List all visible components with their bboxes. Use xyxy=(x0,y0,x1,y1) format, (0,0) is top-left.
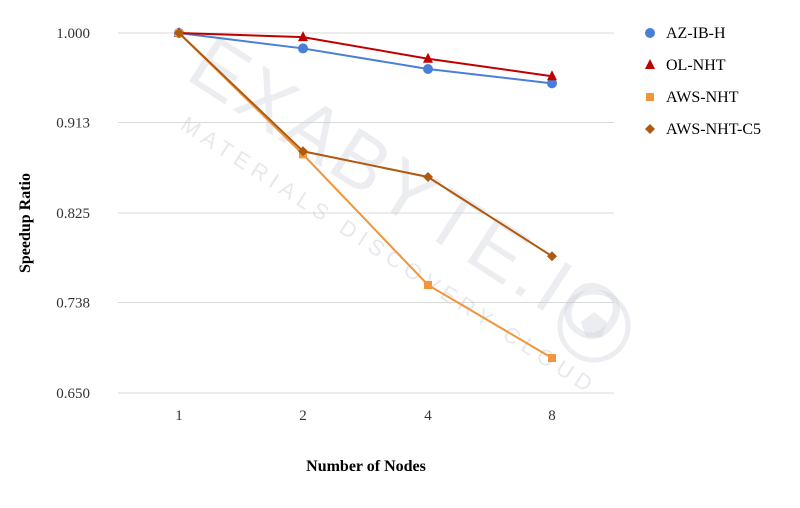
legend-item: OL-NHT xyxy=(645,57,726,74)
legend-label: AWS-NHT xyxy=(666,89,739,106)
y-tick-label: 0.738 xyxy=(56,295,90,311)
soccer-ball-icon xyxy=(557,289,631,363)
x-tick-label: 4 xyxy=(424,408,432,424)
legend-item: AZ-IB-H xyxy=(645,25,726,42)
x-axis-title: Number of Nodes xyxy=(306,458,426,475)
legend: AZ-IB-H OL-NHT AWS-NHT AWS-NHT-C5 xyxy=(645,25,761,138)
y-tick-label: 0.650 xyxy=(56,386,90,402)
data-point xyxy=(645,124,655,134)
y-tick-label: 0.825 xyxy=(56,206,90,222)
legend-item: AWS-NHT xyxy=(646,89,739,106)
watermark: EXABYTE.IO MATERIALS DISCOVERY CLOUD xyxy=(174,18,644,400)
data-point xyxy=(423,52,433,63)
x-tick-label: 8 xyxy=(548,408,556,424)
data-point xyxy=(298,43,308,54)
series-line xyxy=(178,32,553,78)
x-tick-label: 2 xyxy=(299,408,307,424)
data-point xyxy=(424,281,432,289)
series-line xyxy=(178,32,553,359)
data-point xyxy=(547,78,557,89)
y-axis-title: Speedup Ratio xyxy=(17,173,34,273)
legend-item: AWS-NHT-C5 xyxy=(645,121,761,138)
x-tick-label: 1 xyxy=(175,408,183,424)
y-tick-label: 1.000 xyxy=(56,26,90,42)
data-point xyxy=(645,59,655,69)
data-point xyxy=(423,64,433,74)
series-line xyxy=(178,32,553,85)
data-point xyxy=(547,70,557,81)
series-aws-nht-c5 xyxy=(174,28,557,262)
data-point xyxy=(645,28,655,38)
watermark-main-text: EXABYTE.IO xyxy=(174,18,644,366)
data-point xyxy=(298,146,308,157)
data-point xyxy=(174,28,184,38)
data-point xyxy=(646,93,654,101)
y-tick-label: 0.913 xyxy=(56,115,90,131)
legend-label: AWS-NHT-C5 xyxy=(666,121,761,138)
axes: 0.650 0.738 0.825 0.913 1.000 1 2 4 8 xyxy=(56,26,556,424)
data-point xyxy=(548,354,556,363)
legend-label: OL-NHT xyxy=(666,57,726,74)
data-point xyxy=(547,251,557,262)
data-series xyxy=(174,27,557,363)
data-point xyxy=(298,31,308,42)
series-line xyxy=(178,32,553,258)
data-point xyxy=(423,172,433,182)
legend-label: AZ-IB-H xyxy=(666,25,726,42)
